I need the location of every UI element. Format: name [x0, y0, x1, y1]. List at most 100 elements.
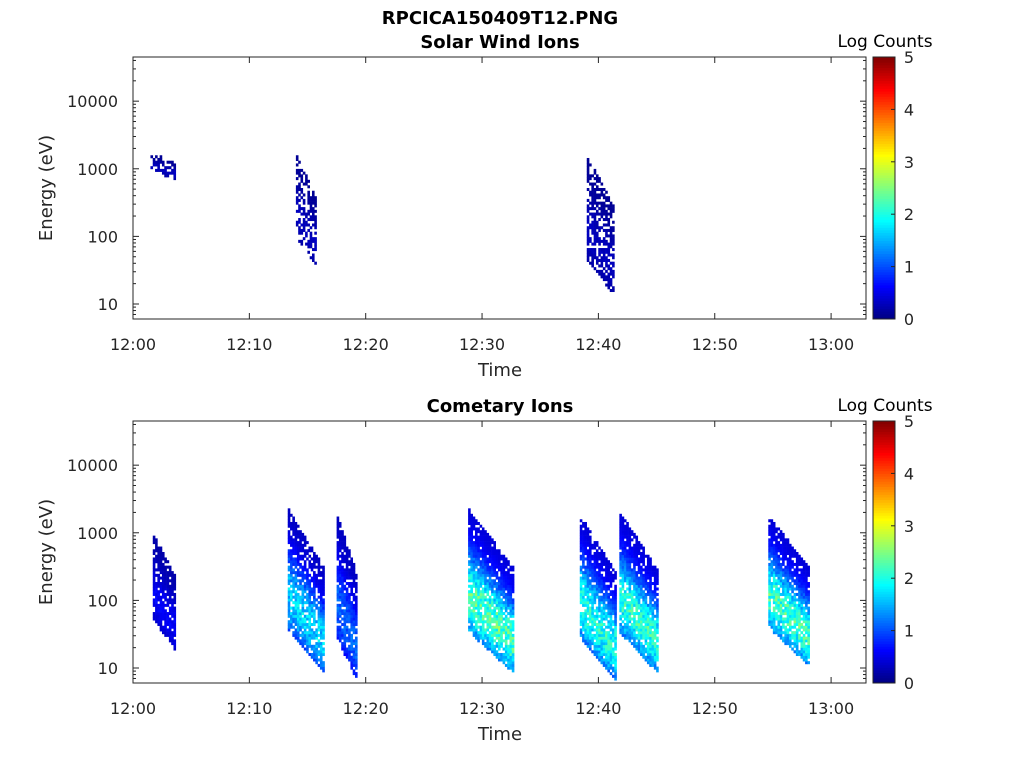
heatmap-cell: [640, 620, 643, 624]
heatmap-cell: [341, 546, 344, 550]
heatmap-cell: [784, 557, 787, 561]
heatmap-cell: [348, 606, 351, 610]
heatmap-cell: [623, 552, 627, 556]
heatmap-cell: [646, 631, 650, 635]
colorbar-segment: [873, 614, 895, 618]
heatmap-cell: [511, 642, 515, 646]
heatmap-cell: [468, 541, 471, 545]
heatmap-cell: [290, 584, 293, 588]
heatmap-cell: [784, 620, 787, 624]
heatmap-cell: [586, 231, 590, 235]
heatmap-cell: [500, 625, 503, 629]
heatmap-cell: [635, 554, 639, 558]
heatmap-cell: [619, 546, 622, 550]
heatmap-cell: [152, 160, 156, 164]
heatmap-cell: [637, 595, 641, 599]
heatmap-cell: [292, 530, 295, 534]
heatmap-cell: [341, 530, 344, 534]
heatmap-cell: [589, 248, 592, 252]
heatmap-cell: [609, 609, 613, 613]
heatmap-cell: [336, 584, 340, 588]
heatmap-cell: [807, 568, 810, 572]
heatmap-cell: [159, 628, 163, 632]
heatmap-cell: [491, 647, 494, 651]
heatmap-cell: [157, 576, 160, 580]
heatmap-cell: [582, 617, 585, 621]
heatmap-cell: [605, 642, 608, 646]
heatmap-cell: [300, 188, 304, 192]
heatmap-cell: [591, 565, 594, 569]
heatmap-cell: [157, 163, 160, 167]
colorbar-segment: [873, 528, 895, 532]
heatmap-cell: [642, 598, 645, 602]
colorbar-segment: [873, 476, 895, 480]
heatmap-cell: [591, 204, 594, 208]
colorbar-segment: [873, 93, 895, 97]
heatmap-cell: [602, 592, 606, 596]
colorbar-segment: [873, 269, 895, 273]
colorbar-segment: [873, 216, 895, 220]
heatmap-cell: [586, 256, 590, 260]
heatmap-cell: [300, 223, 304, 227]
heatmap-cell: [591, 207, 594, 211]
heatmap-cell: [313, 565, 316, 569]
heatmap-cell: [805, 587, 808, 591]
heatmap-cell: [777, 587, 781, 591]
heatmap-cell: [497, 658, 501, 662]
heatmap-cell: [350, 565, 354, 569]
heatmap-cell: [591, 625, 594, 629]
heatmap-cell: [314, 248, 317, 252]
heatmap-cell: [637, 592, 641, 596]
heatmap-cell: [589, 223, 592, 227]
heatmap-cell: [486, 644, 490, 648]
heatmap-cell: [653, 614, 657, 618]
heatmap-cell: [593, 633, 597, 637]
heatmap-cell: [173, 598, 177, 602]
heatmap-cell: [161, 171, 165, 175]
heatmap-cell: [507, 612, 510, 616]
heatmap-cell: [768, 538, 771, 542]
colorbar-segment: [873, 167, 895, 171]
heatmap-cell: [298, 239, 301, 243]
heatmap-cell: [338, 639, 342, 643]
heatmap-cell: [637, 631, 641, 635]
heatmap-cell: [308, 582, 312, 586]
colorbar-segment: [873, 282, 895, 286]
heatmap-cell: [511, 573, 515, 577]
heatmap-cell: [477, 560, 480, 564]
heatmap-cell: [649, 650, 652, 654]
heatmap-cell: [348, 571, 351, 575]
heatmap-cell: [642, 603, 645, 607]
heatmap-cell: [598, 253, 601, 257]
heatmap-cell: [350, 666, 354, 670]
heatmap-cell: [595, 269, 599, 273]
heatmap-cell: [593, 562, 597, 566]
heatmap-cell: [166, 160, 170, 164]
heatmap-cell: [649, 590, 652, 594]
heatmap-cell: [355, 628, 358, 632]
heatmap-cell: [656, 606, 659, 610]
heatmap-cell: [802, 614, 806, 618]
heatmap-cell: [791, 571, 794, 575]
colorbar-segment: [873, 258, 895, 262]
colorbar-segment: [873, 140, 895, 144]
heatmap-cell: [477, 620, 480, 624]
heatmap-cell: [341, 592, 344, 596]
heatmap-cell: [488, 622, 492, 626]
heatmap-cell: [481, 636, 485, 640]
heatmap-cell: [649, 576, 652, 580]
heatmap-cell: [474, 557, 478, 561]
heatmap-cell: [470, 554, 473, 558]
heatmap-cell: [595, 614, 599, 618]
heatmap-cell: [311, 223, 315, 227]
heatmap-cell: [614, 652, 617, 657]
heatmap-cell: [296, 568, 300, 572]
cometary-title: Cometary Ions: [427, 396, 574, 417]
heatmap-cell: [311, 237, 315, 241]
heatmap-cell: [582, 549, 585, 553]
heatmap-cell: [607, 196, 611, 200]
heatmap-cell: [614, 614, 617, 618]
heatmap-cell: [352, 576, 356, 580]
heatmap-cell: [653, 650, 657, 654]
heatmap-cell: [637, 546, 641, 550]
